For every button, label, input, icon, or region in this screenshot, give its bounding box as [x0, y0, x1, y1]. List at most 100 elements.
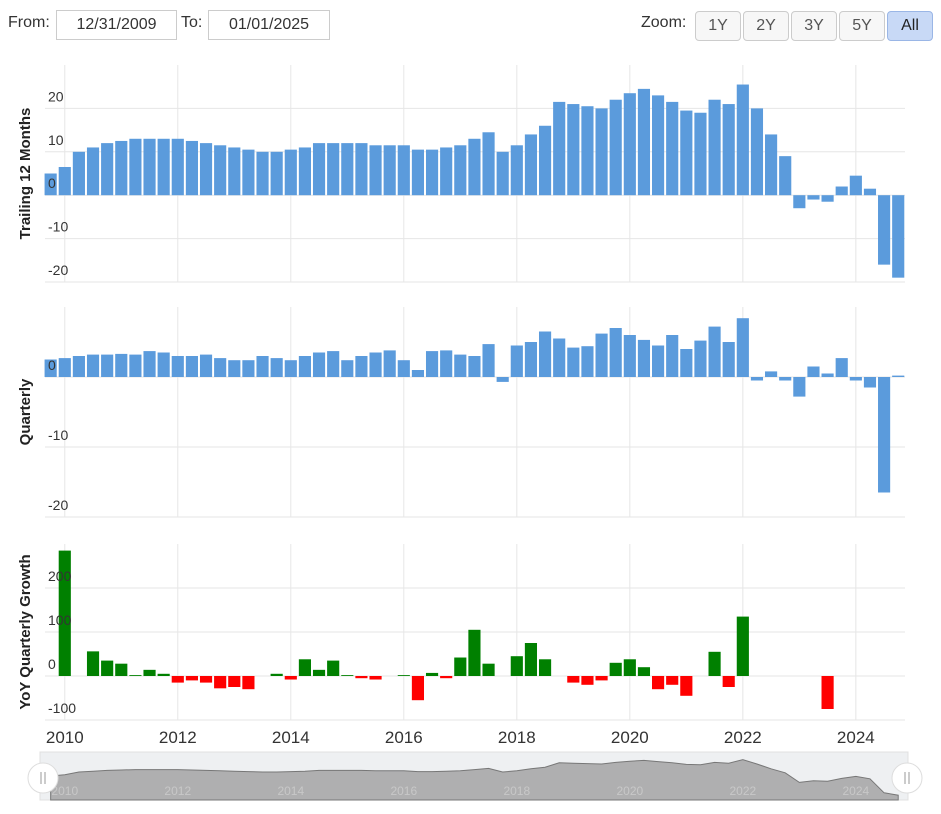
- bar: [341, 143, 354, 196]
- navigator-tick-label: 2024: [842, 784, 869, 798]
- bar: [101, 143, 114, 196]
- bar: [835, 358, 848, 377]
- bar: [284, 360, 297, 377]
- bar: [58, 358, 71, 377]
- zoom-button[interactable]: 2Y: [743, 11, 789, 41]
- bar: [482, 132, 495, 196]
- bar: [115, 663, 128, 676]
- bar: [242, 360, 255, 377]
- bar: [327, 143, 340, 196]
- bar: [214, 358, 227, 377]
- bar: [595, 333, 608, 377]
- x-tick-label: 2020: [611, 728, 649, 747]
- bar: [129, 675, 142, 676]
- bar: [750, 108, 764, 196]
- bar: [793, 377, 806, 397]
- bar: [708, 99, 721, 196]
- bar: [411, 149, 425, 196]
- bar: [214, 145, 227, 196]
- bar: [312, 669, 326, 676]
- bar: [397, 145, 410, 196]
- bar: [228, 360, 241, 377]
- zoom-button[interactable]: All: [887, 11, 933, 41]
- bar: [242, 149, 255, 196]
- bar: [482, 344, 495, 377]
- bar: [609, 662, 622, 676]
- bar: [765, 134, 778, 196]
- bar: [496, 377, 509, 382]
- bar: [652, 95, 665, 196]
- bar: [157, 673, 170, 676]
- bar: [581, 106, 594, 196]
- bar: [143, 669, 156, 676]
- bar: [652, 345, 665, 377]
- bar: [369, 145, 382, 196]
- bar: [86, 147, 100, 196]
- navigator-handle[interactable]: [891, 762, 923, 794]
- bar: [553, 101, 566, 196]
- navigator-area: [50, 759, 899, 801]
- bar: [411, 676, 425, 701]
- bar: [849, 175, 862, 196]
- bar: [524, 643, 538, 676]
- bar: [736, 84, 749, 196]
- bar: [411, 370, 425, 377]
- bar: [708, 326, 721, 377]
- bar: [609, 99, 622, 196]
- bar: [680, 110, 693, 196]
- bar: [72, 151, 85, 196]
- bar: [284, 149, 297, 196]
- zoom-button[interactable]: 3Y: [791, 11, 837, 41]
- zoom-button[interactable]: 1Y: [695, 11, 741, 41]
- bar: [779, 156, 792, 196]
- bar: [863, 188, 877, 196]
- x-tick-label: 2014: [272, 728, 310, 747]
- bar: [185, 356, 198, 377]
- bar: [553, 338, 566, 377]
- bar: [736, 318, 749, 377]
- bar: [666, 335, 679, 377]
- bar: [369, 352, 382, 377]
- bar: [567, 104, 580, 196]
- navigator-tick-label: 2014: [277, 784, 304, 798]
- bar: [821, 676, 834, 709]
- bar: [129, 138, 142, 196]
- bar: [609, 328, 622, 377]
- bar: [242, 676, 255, 690]
- bar: [383, 350, 396, 377]
- y-tick-label: 0: [48, 357, 56, 373]
- bar: [86, 651, 100, 676]
- bar: [171, 356, 184, 377]
- bar: [454, 354, 467, 377]
- x-tick-label: 2024: [837, 728, 875, 747]
- zoom-button[interactable]: 5Y: [839, 11, 885, 41]
- to-label: To:: [181, 14, 203, 31]
- bar: [185, 676, 198, 681]
- bar: [637, 88, 651, 196]
- bar: [355, 356, 368, 377]
- bar: [821, 195, 834, 202]
- bar: [454, 145, 467, 196]
- bar: [327, 351, 340, 377]
- bar: [270, 358, 283, 377]
- bar: [397, 360, 410, 377]
- bar: [694, 112, 707, 196]
- from-input[interactable]: 12/31/2009: [56, 10, 177, 40]
- y-tick-label: 200: [48, 568, 72, 584]
- bar: [637, 667, 651, 676]
- bar: [652, 676, 665, 690]
- y-axis-title: Quarterly: [17, 378, 34, 445]
- bar: [58, 166, 71, 196]
- bar: [821, 373, 834, 377]
- bar: [835, 186, 848, 196]
- bar: [538, 659, 552, 676]
- bar: [312, 143, 326, 196]
- bar: [440, 350, 453, 377]
- from-label: From:: [8, 14, 50, 31]
- navigator-handle[interactable]: [27, 762, 59, 794]
- x-tick-label: 2022: [724, 728, 762, 747]
- x-tick-label: 2016: [385, 728, 423, 747]
- to-input[interactable]: 01/01/2025: [208, 10, 330, 40]
- bar: [341, 675, 354, 676]
